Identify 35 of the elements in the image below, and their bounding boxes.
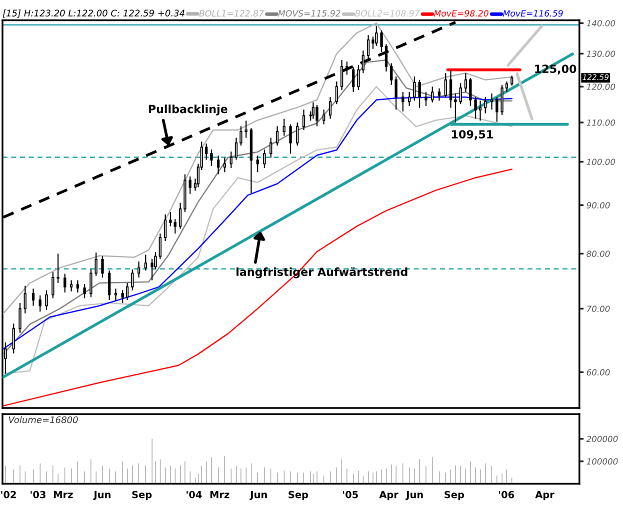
x-tick-label: Jun xyxy=(250,491,267,500)
chart-title: Volume=16800 xyxy=(8,416,78,424)
y-tick-label: 70.00 xyxy=(587,306,610,312)
annotation: 109,51 xyxy=(452,130,493,140)
y-tick-label: 80.00 xyxy=(586,250,610,257)
y-tick-label: 200000 xyxy=(586,436,618,442)
legend-label: MovE=116.59 xyxy=(502,10,563,17)
legend-label: BOLL2=108.97 xyxy=(354,10,420,17)
x-tick-label: Apr xyxy=(379,491,398,500)
legend-label: MOVS=115.92 xyxy=(278,10,340,17)
legend-label: BOLL1=122.87 xyxy=(199,10,264,17)
x-tick-label: '04 xyxy=(186,490,202,498)
chart-title: [15] H:123.20 L:122.00 C: 122.59 +0.34 xyxy=(2,10,184,18)
x-tick-label: Sep xyxy=(444,490,464,500)
x-tick-label: Mrz xyxy=(210,491,230,498)
x-tick-label: Mrz xyxy=(54,491,73,498)
x-tick-label: '02 xyxy=(1,490,16,498)
y-tick-label: 120.00 xyxy=(586,84,616,90)
y-tick-label: 100.00 xyxy=(586,158,616,166)
legend-label: MovE=98.20 xyxy=(434,10,488,17)
annotation: Pullbacklinje xyxy=(148,104,228,116)
x-tick-label: Jun xyxy=(406,491,423,500)
x-tick-label: '05 xyxy=(343,490,358,498)
x-tick-label: Sep xyxy=(288,490,308,500)
y-tick-label: 90.00 xyxy=(586,202,610,208)
x-tick-label: '06 xyxy=(498,490,514,498)
y-tick-label: 60.00 xyxy=(586,369,610,376)
x-tick-label: Apr xyxy=(535,491,554,500)
x-tick-label: Sep xyxy=(132,490,152,500)
x-tick-label: '03 xyxy=(30,490,46,498)
x-tick-label: Jun xyxy=(93,491,110,500)
y-tick-label: 130.00 xyxy=(586,50,616,57)
y-tick-label: 110.00 xyxy=(586,119,616,126)
y-tick-label: 100000 xyxy=(586,458,618,465)
y-tick-label: 140.00 xyxy=(586,20,616,26)
